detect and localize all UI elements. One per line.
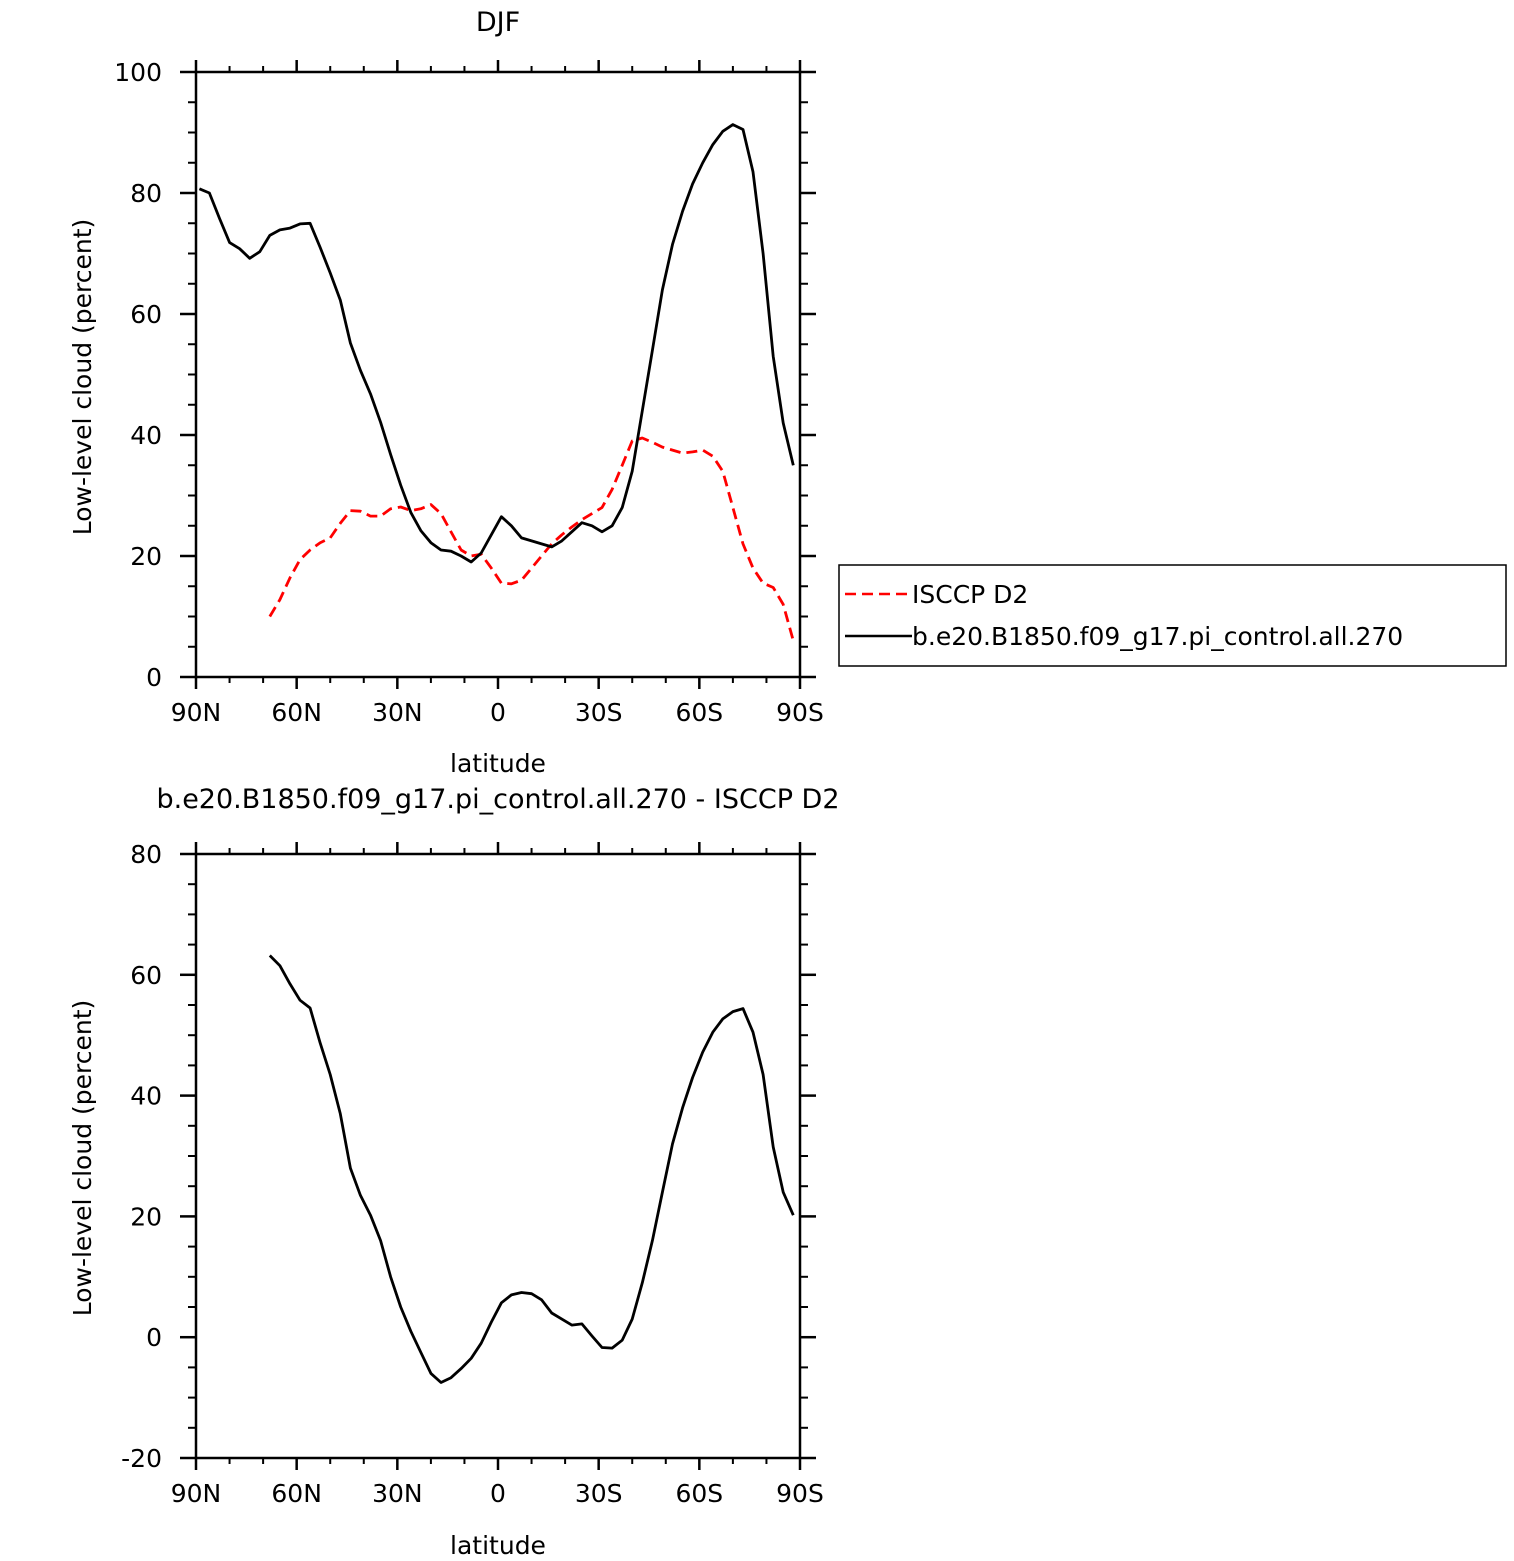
y-tick-label: 40 — [130, 1082, 162, 1111]
x-tick-label: 0 — [490, 698, 506, 727]
x-tick-label: 90S — [776, 1479, 824, 1508]
bottom-panel-x-axis-label: latitude — [450, 1531, 546, 1560]
bottom-panel-ticks — [180, 842, 816, 1470]
top-panel-x-axis-label: latitude — [450, 749, 546, 778]
x-tick-label: 30N — [372, 698, 423, 727]
bottom-panel: b.e20.B1850.f09_g17.pi_control.all.270 -… — [68, 784, 840, 1560]
legend: ISCCP D2 b.e20.B1850.f09_g17.pi_control.… — [838, 564, 1507, 667]
y-tick-label: 0 — [146, 1323, 162, 1352]
bottom-panel-x-tick-labels: 90N 60N 30N 0 30S 60S 90S — [171, 1479, 824, 1508]
x-tick-label: 90N — [171, 1479, 222, 1508]
x-tick-label: 30S — [575, 698, 623, 727]
bottom-panel-y-axis-label: Low-level cloud (percent) — [68, 1000, 97, 1317]
x-tick-label: 90S — [776, 698, 824, 727]
x-tick-label: 60S — [675, 698, 723, 727]
legend-box — [838, 564, 1507, 667]
y-tick-label: 40 — [130, 421, 162, 450]
y-tick-label: 60 — [130, 961, 162, 990]
bottom-panel-series — [268, 954, 795, 1384]
y-tick-label: 60 — [130, 300, 162, 329]
bottom-panel-y-tick-labels: -20 0 20 40 60 80 — [121, 840, 162, 1473]
x-tick-label: 30S — [575, 1479, 623, 1508]
top-panel: DJF 0 20 40 60 80 100 90N 60N 30N 0 30S 60S 90S lat… — [68, 7, 824, 778]
legend-label-model: b.e20.B1850.f09_g17.pi_control.all.270 — [912, 622, 1403, 651]
x-tick-label: 60S — [675, 1479, 723, 1508]
y-tick-label: 0 — [146, 663, 162, 692]
y-tick-label: 20 — [130, 542, 162, 571]
series-line-model — [198, 123, 795, 564]
series-line-difference — [268, 954, 795, 1384]
x-tick-label: 0 — [490, 1479, 506, 1508]
top-panel-x-tick-labels: 90N 60N 30N 0 30S 60S 90S — [171, 698, 824, 727]
top-panel-ticks — [180, 60, 816, 689]
top-panel-y-tick-labels: 0 20 40 60 80 100 — [114, 58, 162, 692]
x-tick-label: 90N — [171, 698, 222, 727]
y-tick-label: 80 — [130, 840, 162, 869]
x-tick-label: 60N — [271, 1479, 322, 1508]
y-tick-label: 80 — [130, 179, 162, 208]
bottom-panel-title: b.e20.B1850.f09_g17.pi_control.all.270 -… — [156, 784, 839, 815]
top-panel-y-axis-label: Low-level cloud (percent) — [68, 219, 97, 536]
top-panel-series — [198, 123, 795, 642]
x-tick-label: 60N — [271, 698, 322, 727]
x-tick-label: 30N — [372, 1479, 423, 1508]
top-panel-title: DJF — [476, 7, 520, 38]
y-tick-label: 20 — [130, 1202, 162, 1231]
y-tick-label: -20 — [121, 1444, 162, 1473]
bottom-panel-frame — [194, 852, 802, 1460]
y-tick-label: 100 — [114, 58, 162, 87]
legend-label-isccp: ISCCP D2 — [912, 580, 1028, 609]
series-line-isccp-d2 — [268, 436, 795, 642]
